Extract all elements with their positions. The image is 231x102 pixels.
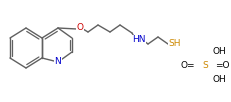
Text: O=: O= [180, 60, 194, 69]
Text: S: S [201, 60, 207, 69]
Text: OH: OH [212, 47, 226, 55]
Text: HN: HN [132, 35, 145, 44]
Text: OH: OH [212, 74, 226, 84]
Text: SH: SH [168, 39, 180, 48]
Text: =O: =O [214, 60, 228, 69]
Text: O: O [76, 23, 83, 33]
Text: N: N [54, 58, 61, 67]
